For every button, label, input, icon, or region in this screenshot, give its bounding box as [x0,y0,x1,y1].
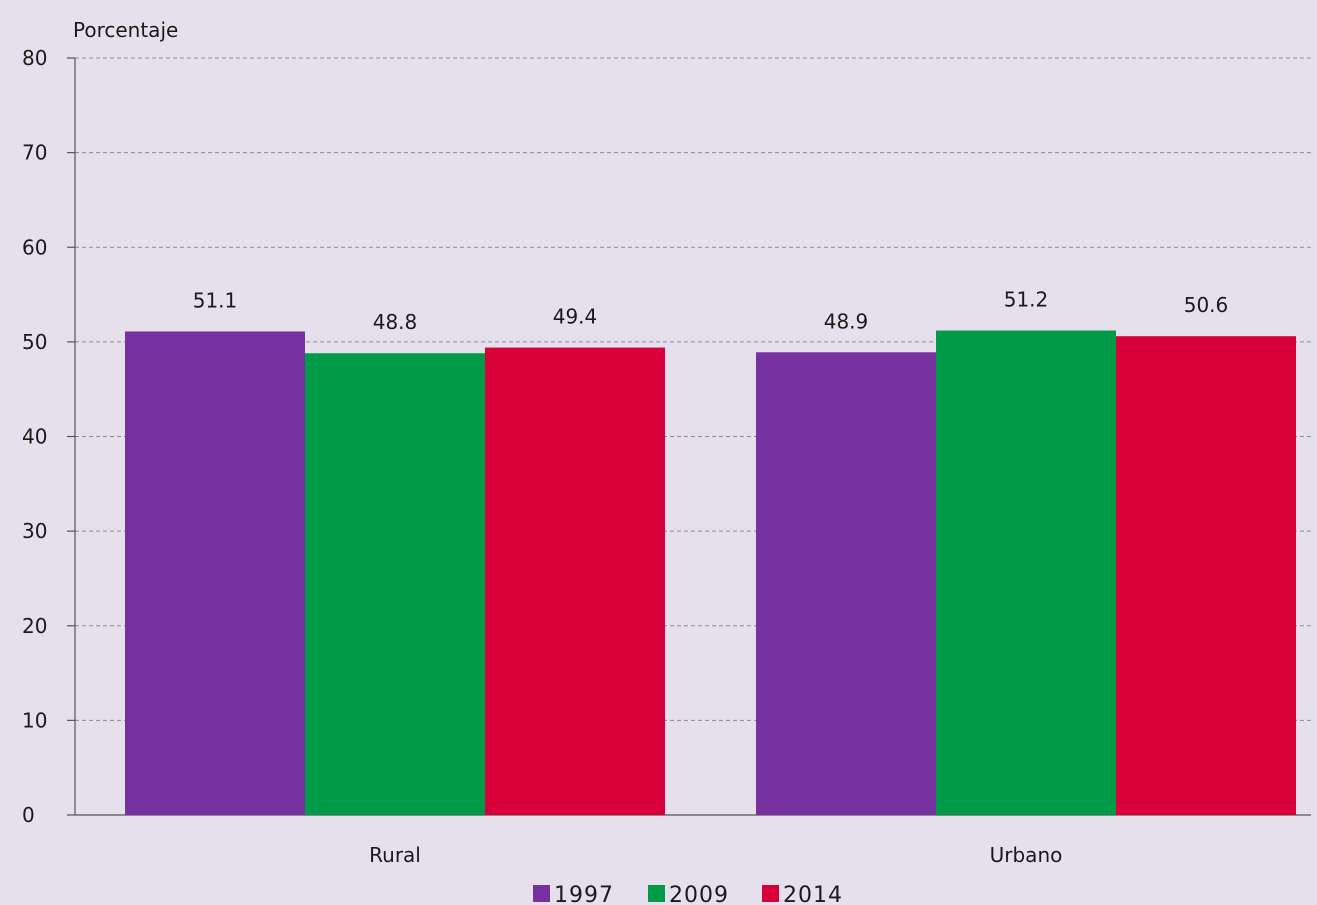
data-label: 51.1 [193,288,238,312]
y-tick-label: 80 [22,46,47,70]
y-tick-label: 30 [22,519,47,543]
x-category-label: Urbano [990,843,1063,867]
legend-label: 1997 [554,883,614,905]
y-tick-label: 50 [22,330,47,354]
legend-swatch [533,885,550,902]
data-label: 48.8 [373,310,418,334]
bar [305,353,485,815]
data-label: 51.2 [1004,288,1049,312]
data-label: 48.9 [824,309,869,333]
legend-label: 2009 [669,883,729,905]
data-label: 50.6 [1184,293,1229,317]
y-tick-label: 10 [22,708,47,732]
bar [125,331,305,815]
x-category-label: Rural [369,843,421,867]
y-tick-label: 40 [22,425,47,449]
legend-swatch [762,885,779,902]
bar [756,352,936,815]
y-tick-label: 0 [22,803,35,827]
y-tick-label: 60 [22,235,47,259]
y-tick-label: 70 [22,141,47,165]
y-tick-label: 20 [22,614,47,638]
bar [1116,336,1296,815]
data-label: 49.4 [553,305,598,329]
y-axis-title: Porcentaje [73,18,178,42]
bar [936,330,1116,815]
legend-swatch [648,885,665,902]
legend-label: 2014 [783,883,843,905]
bar [485,347,665,815]
